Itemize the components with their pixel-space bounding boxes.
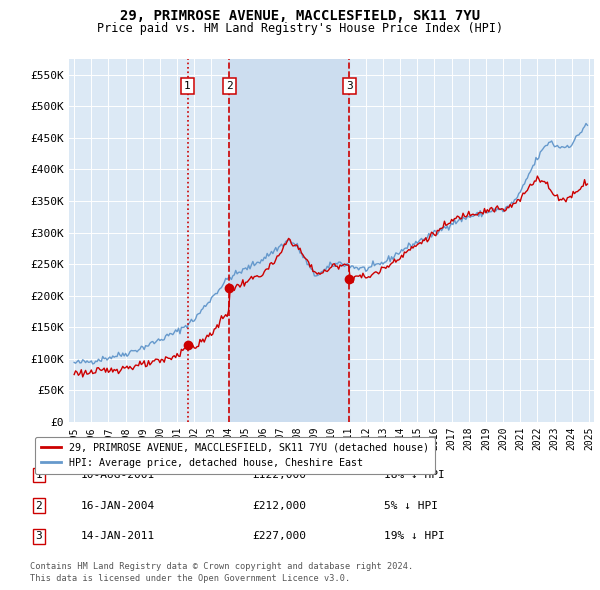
- Bar: [229, 59, 349, 422]
- Text: 19% ↓ HPI: 19% ↓ HPI: [384, 532, 445, 541]
- Text: 29, PRIMROSE AVENUE, MACCLESFIELD, SK11 7YU: 29, PRIMROSE AVENUE, MACCLESFIELD, SK11 …: [120, 9, 480, 23]
- Text: 2: 2: [226, 81, 233, 91]
- Legend: 29, PRIMROSE AVENUE, MACCLESFIELD, SK11 7YU (detached house), HPI: Average price: 29, PRIMROSE AVENUE, MACCLESFIELD, SK11 …: [35, 437, 435, 474]
- Text: 10-AUG-2001: 10-AUG-2001: [81, 470, 155, 480]
- Text: 1: 1: [184, 81, 191, 91]
- Text: £122,000: £122,000: [252, 470, 306, 480]
- Text: 3: 3: [35, 532, 43, 541]
- Text: 16-JAN-2004: 16-JAN-2004: [81, 501, 155, 510]
- Text: £212,000: £212,000: [252, 501, 306, 510]
- Text: 18% ↓ HPI: 18% ↓ HPI: [384, 470, 445, 480]
- Text: 5% ↓ HPI: 5% ↓ HPI: [384, 501, 438, 510]
- Text: £227,000: £227,000: [252, 532, 306, 541]
- Text: 2: 2: [35, 501, 43, 510]
- Text: 1: 1: [35, 470, 43, 480]
- Text: Contains HM Land Registry data © Crown copyright and database right 2024.: Contains HM Land Registry data © Crown c…: [30, 562, 413, 571]
- Text: 14-JAN-2011: 14-JAN-2011: [81, 532, 155, 541]
- Text: Price paid vs. HM Land Registry's House Price Index (HPI): Price paid vs. HM Land Registry's House …: [97, 22, 503, 35]
- Text: This data is licensed under the Open Government Licence v3.0.: This data is licensed under the Open Gov…: [30, 574, 350, 583]
- Text: 3: 3: [346, 81, 353, 91]
